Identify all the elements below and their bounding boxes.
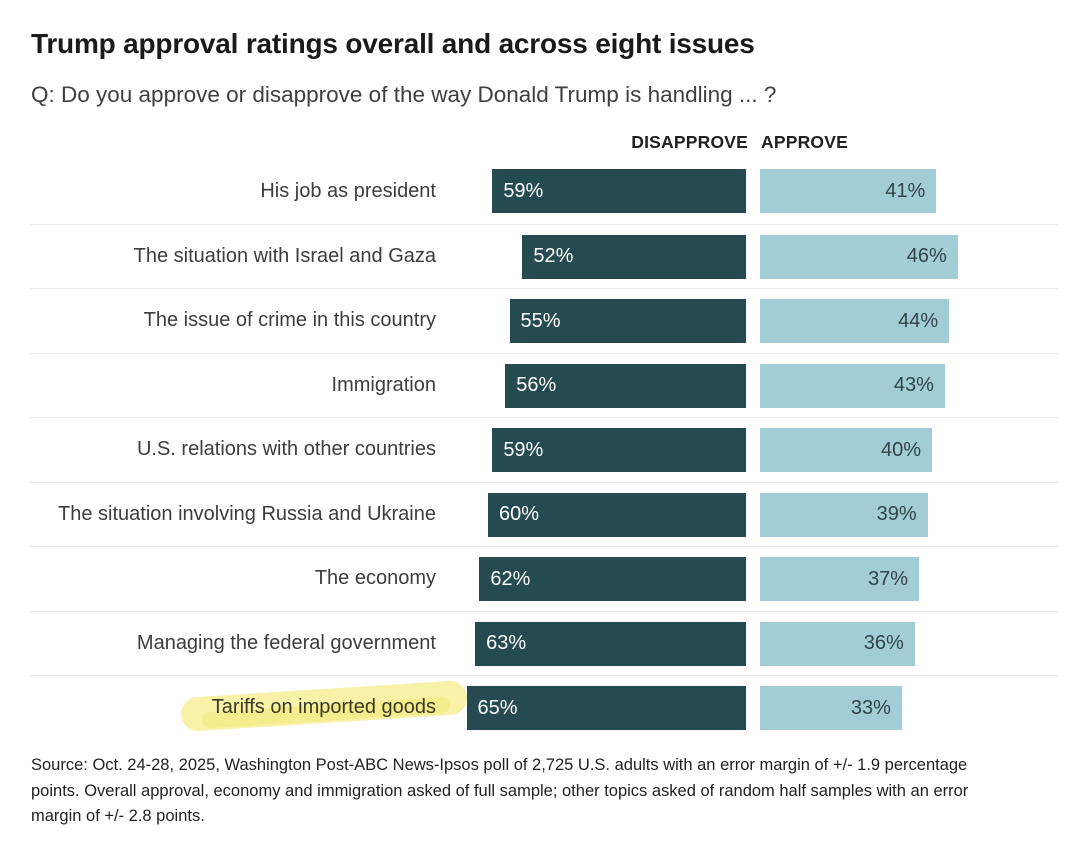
chart-row: His job as president 59% 41% — [30, 159, 1058, 224]
disapprove-value: 62% — [490, 567, 531, 590]
source-note: Source: Oct. 24-28, 2025, Washington Pos… — [31, 756, 969, 825]
disapprove-value: 60% — [499, 503, 540, 525]
disapprove-value: 59% — [503, 438, 544, 461]
category-label: The situation with Israel and Gaza — [133, 244, 436, 267]
disapprove-bar: 52% — [522, 234, 746, 279]
approve-value: 36% — [863, 632, 904, 654]
approve-bar: 36% — [760, 621, 915, 666]
chart-row: U.S. relations with other countries 59% … — [30, 417, 1058, 482]
approve-bar: 39% — [760, 492, 928, 537]
column-headers: DISAPPROVE APPROVE — [0, 132, 1080, 156]
approve-value: 40% — [880, 438, 921, 461]
category-label: U.S. relations with other countries — [136, 438, 436, 461]
disapprove-bar: 63% — [475, 621, 746, 666]
chart-row: The situation with Israel and Gaza 52% 4… — [30, 223, 1058, 289]
chart-row: The issue of crime in this country 55% 4… — [30, 288, 1058, 353]
category-label: Immigration — [331, 373, 436, 396]
chart-row: Immigration 56% 43% — [30, 352, 1058, 418]
approve-value: 39% — [876, 503, 917, 525]
survey-question: Q: Do you approve or disapprove of the w… — [31, 82, 777, 107]
bar-chart: His job as president 59% 41% The situati… — [30, 159, 1058, 741]
approve-value: 33% — [850, 696, 891, 719]
category-label: Managing the federal government — [136, 631, 436, 654]
approve-value: 37% — [868, 567, 909, 590]
approve-value: 41% — [885, 179, 926, 202]
category-label: The economy — [314, 567, 436, 590]
disapprove-value: 55% — [520, 309, 561, 332]
approve-bar: 37% — [760, 557, 920, 601]
chart-row: Tariffs on imported goods 65% 33% — [30, 675, 1058, 740]
page-title: Trump approval ratings overall and acros… — [31, 28, 755, 59]
disapprove-bar: 62% — [479, 557, 746, 601]
disapprove-bar: 60% — [488, 492, 746, 537]
disapprove-value: 63% — [486, 632, 527, 654]
disapprove-value: 52% — [533, 245, 574, 267]
category-label: Tariffs on imported goods — [211, 696, 436, 719]
disapprove-value: 59% — [503, 179, 544, 202]
approve-value: 44% — [898, 309, 939, 332]
disapprove-bar: 65% — [466, 686, 746, 730]
approve-bar: 41% — [760, 169, 937, 213]
disapprove-column-header: DISAPPROVE — [631, 132, 748, 152]
disapprove-value: 56% — [516, 374, 557, 396]
category-label: His job as president — [260, 179, 436, 202]
disapprove-bar: 59% — [492, 428, 746, 472]
approve-bar: 33% — [760, 686, 902, 730]
category-label: The situation involving Russia and Ukrai… — [58, 502, 436, 525]
disapprove-bar: 56% — [505, 363, 746, 408]
approve-value: 43% — [893, 374, 934, 396]
approve-bar: 43% — [760, 363, 945, 408]
chart-row: Managing the federal government 63% 36% — [30, 610, 1058, 676]
disapprove-bar: 55% — [509, 299, 746, 343]
category-label: The issue of crime in this country — [143, 309, 436, 332]
approve-value: 46% — [906, 245, 947, 267]
chart-row: The situation involving Russia and Ukrai… — [30, 481, 1058, 547]
chart-row: The economy 62% 37% — [30, 546, 1058, 611]
approve-column-header: APPROVE — [761, 132, 848, 152]
approve-bar: 44% — [760, 299, 950, 343]
disapprove-bar: 59% — [492, 169, 746, 213]
approve-bar: 46% — [760, 234, 958, 279]
disapprove-value: 65% — [477, 696, 518, 719]
approve-bar: 40% — [760, 428, 932, 472]
